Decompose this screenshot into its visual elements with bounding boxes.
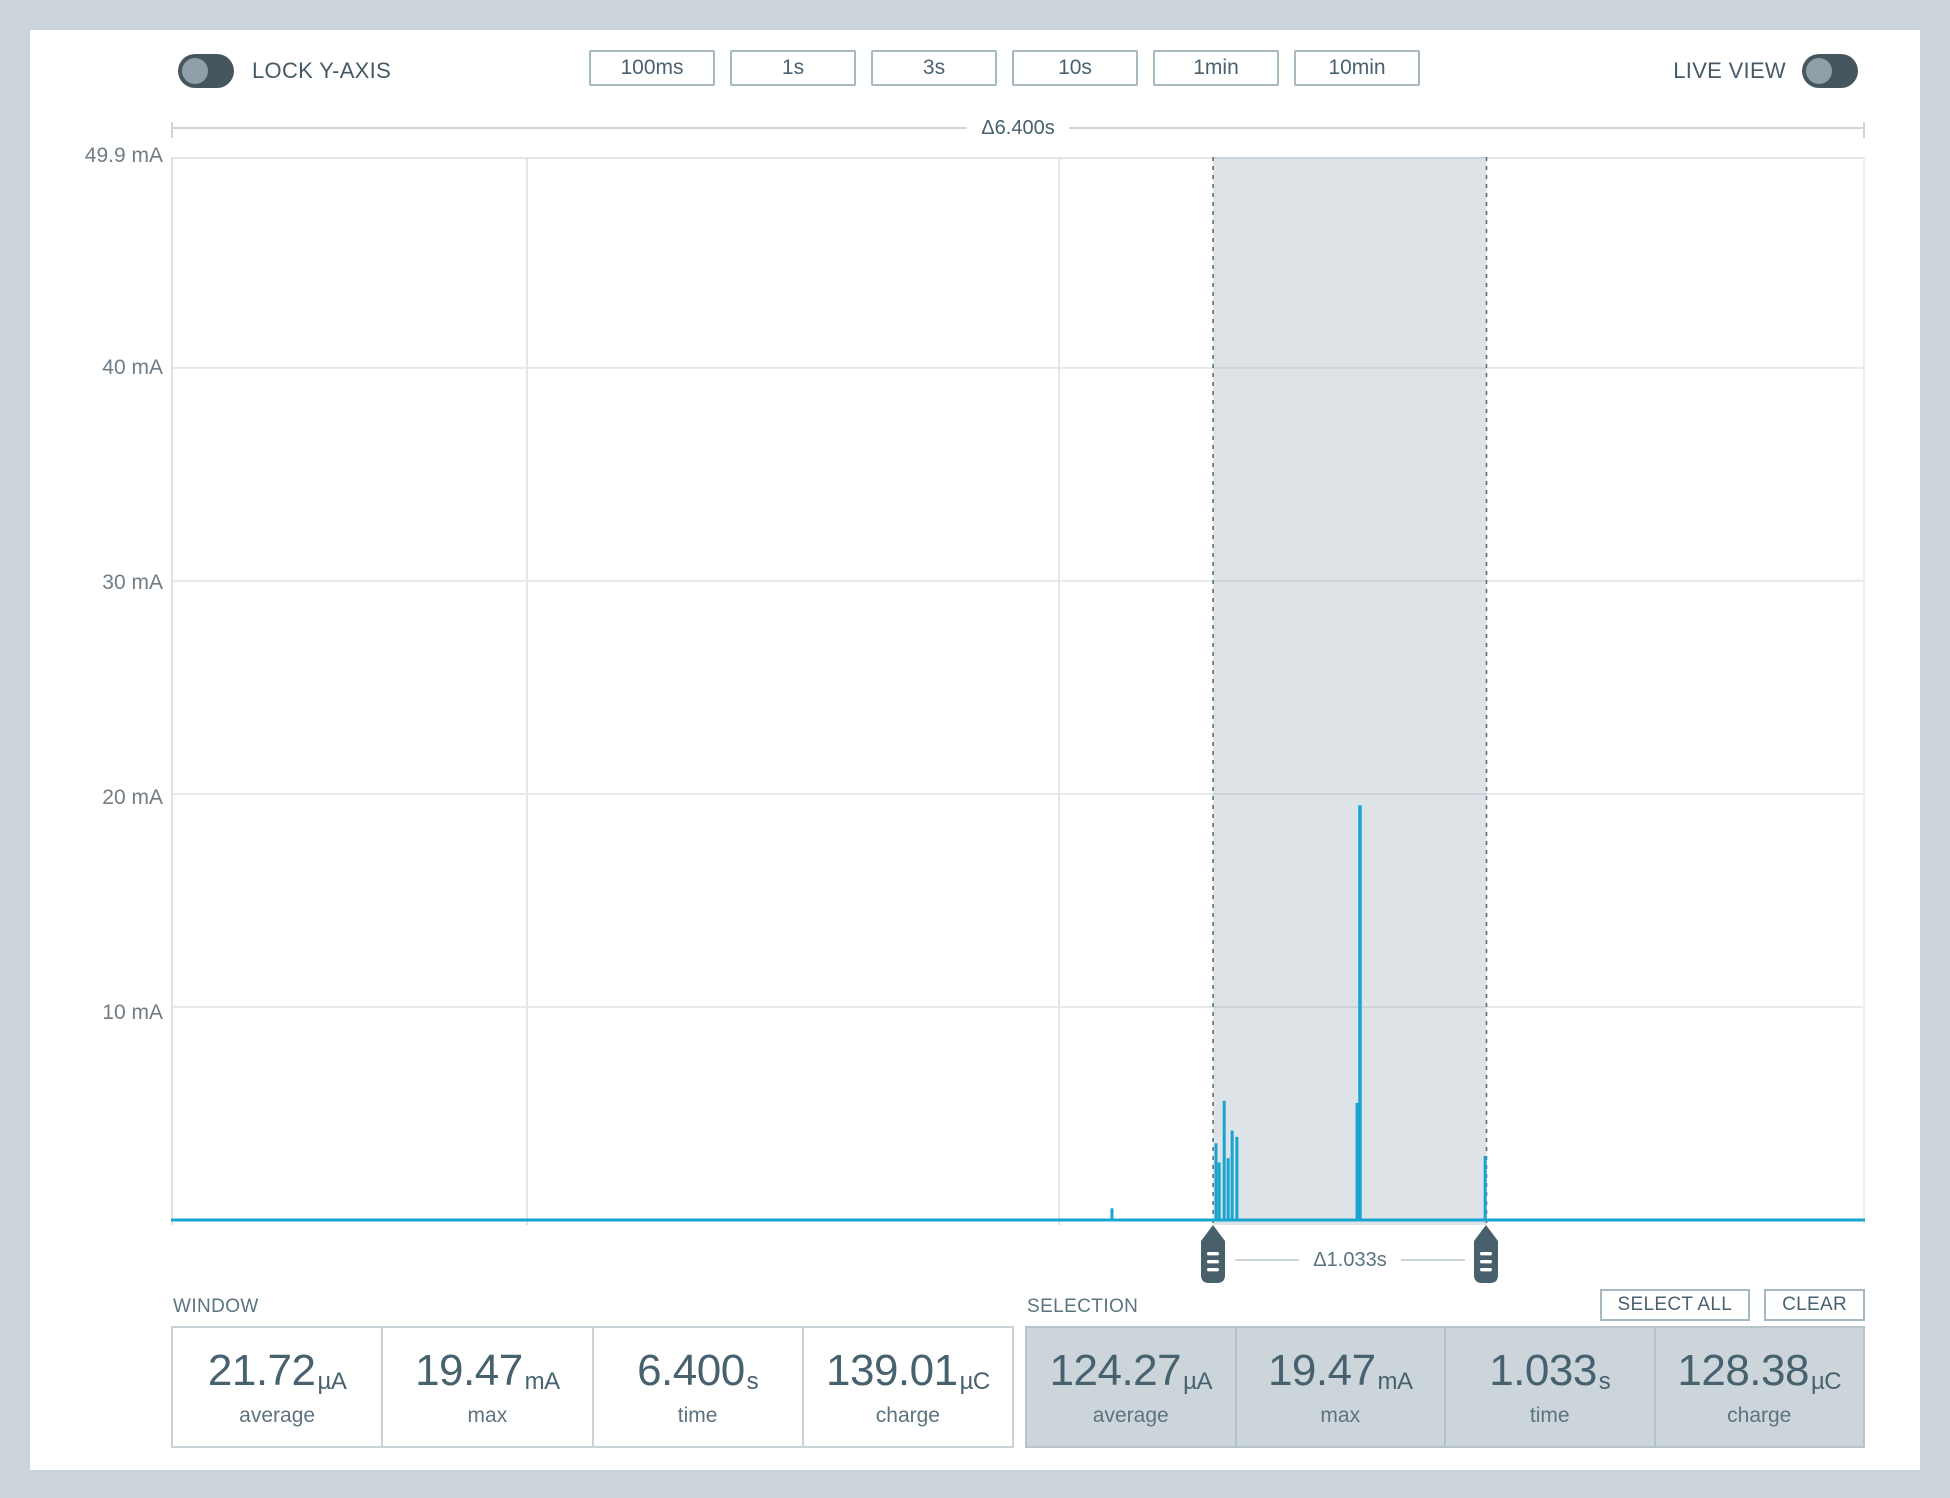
stat-value: 139.01µC [826,1345,991,1395]
y-tick-20ma: 20 mA [102,786,163,809]
live-view-toggle[interactable]: LIVE VIEW [1673,54,1858,88]
stat-label: max [1320,1403,1361,1427]
stat-label: average [239,1403,316,1427]
lock-y-axis-toggle[interactable]: LOCK Y-AXIS [178,54,391,88]
stat-value: 6.400s [637,1345,759,1395]
stat-value: 128.38µC [1677,1345,1842,1395]
time-window-buttons: 100ms 1s 3s 10s 1min 10min [589,50,1420,86]
select-all-button[interactable]: SELECT ALL [1599,1289,1751,1321]
selection-delta-label: Δ1.033s [1313,1248,1387,1271]
window-button-10s[interactable]: 10s [1012,50,1138,86]
selection-stat-charge: 128.38µC charge [1653,1328,1864,1446]
stat-label: charge [875,1403,940,1427]
y-tick-40ma: 40 mA [102,356,163,379]
stat-unit: s [746,1367,759,1395]
selection-action-buttons: SELECT ALL CLEAR [1599,1289,1865,1321]
delta-line [1400,1259,1466,1261]
stat-value: 19.47mA [1267,1345,1414,1395]
stat-label: time [677,1403,718,1427]
stat-value: 1.033s [1489,1345,1611,1395]
live-view-switch-icon[interactable] [1802,54,1858,88]
stat-label: charge [1727,1403,1792,1427]
toggle-knob [1806,58,1832,84]
stat-value: 19.47mA [415,1345,561,1395]
selection-handle-left[interactable] [1201,1225,1225,1283]
stat-value: 124.27µA [1049,1345,1213,1395]
ruler-endcap-left [171,122,173,138]
live-view-label: LIVE VIEW [1673,58,1786,83]
selection-delta: Δ1.033s [1235,1246,1466,1274]
window-button-1min[interactable]: 1min [1153,50,1279,86]
stat-unit: s [1598,1367,1611,1395]
stat-unit: mA [1377,1367,1414,1395]
window-button-100ms[interactable]: 100ms [589,50,715,86]
ruler-line [171,127,968,129]
lock-y-axis-label: LOCK Y-AXIS [252,58,392,83]
clear-button[interactable]: CLEAR [1764,1289,1865,1321]
window-stat-max: 19.47mA max [381,1328,591,1446]
selection-region[interactable] [1213,157,1487,1225]
window-stat-charge: 139.01µC charge [801,1328,1012,1446]
window-delta-ruler: Δ6.400s [171,116,1866,139]
ruler-endcap-right [1863,122,1865,138]
delta-line [1235,1259,1300,1261]
selection-stats: 124.27µA average 19.47mA max 1.033s time… [1025,1326,1865,1448]
window-stat-average: 21.72µA average [173,1328,381,1446]
toggle-knob [182,58,208,84]
window-button-1s[interactable]: 1s [730,50,856,86]
y-tick-49-9ma: 49.9 mA [84,144,163,167]
selection-stat-average: 124.27µA average [1027,1328,1235,1446]
stat-unit: µA [317,1367,347,1395]
ruler-line [1068,127,1866,129]
stat-label: average [1092,1403,1169,1427]
stat-unit: µC [959,1367,991,1395]
selection-stat-time: 1.033s time [1444,1328,1654,1446]
window-button-10min[interactable]: 10min [1294,50,1420,86]
lock-y-axis-switch-icon[interactable] [178,54,234,88]
selection-handle-right[interactable] [1474,1225,1498,1283]
window-stat-time: 6.400s time [591,1328,802,1446]
y-tick-30ma: 30 mA [102,571,163,594]
stat-label: time [1529,1403,1570,1427]
stat-label: max [467,1403,508,1427]
window-stats: 21.72µA average 19.47mA max 6.400s time … [171,1326,1014,1448]
window-button-3s[interactable]: 3s [871,50,997,86]
power-profiler-panel: LOCK Y-AXIS 100ms 1s 3s 10s 1min 10min L… [30,30,1920,1470]
selection-stats-title: SELECTION [1027,1296,1139,1317]
selection-stat-max: 19.47mA max [1234,1328,1445,1446]
current-chart[interactable] [171,157,1865,1225]
y-tick-10ma: 10 mA [102,1001,163,1024]
stat-value: 21.72µA [207,1345,347,1395]
stat-unit: µA [1183,1367,1212,1395]
window-stats-title: WINDOW [173,1296,259,1317]
window-delta-label: Δ6.400s [981,116,1055,139]
stat-unit: mA [524,1367,561,1395]
stat-unit: µC [1810,1367,1842,1395]
